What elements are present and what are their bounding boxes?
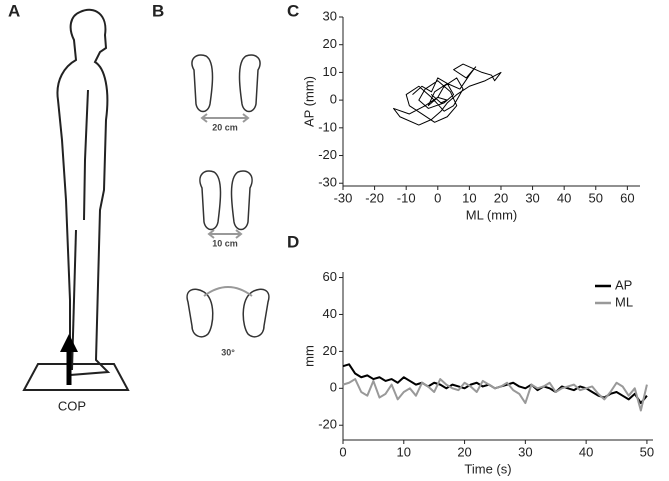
y-tick-label: 0 xyxy=(330,92,337,107)
x-tick-label: -20 xyxy=(365,190,384,205)
y-axis-label: AP (mm) xyxy=(301,76,316,127)
y-tick-label: 40 xyxy=(323,306,337,321)
legend-label: ML xyxy=(615,294,633,309)
panel-label: B xyxy=(152,1,164,20)
x-tick-label: 10 xyxy=(397,444,411,459)
x-tick-label: 30 xyxy=(525,190,539,205)
stance-label: 10 cm xyxy=(212,238,238,248)
y-tick-label: -20 xyxy=(318,147,337,162)
y-tick-label: 20 xyxy=(323,36,337,51)
x-tick-label: 0 xyxy=(434,190,441,205)
y-tick-label: 0 xyxy=(330,380,337,395)
data-line xyxy=(393,63,502,126)
y-tick-label: 20 xyxy=(323,343,337,358)
x-tick-label: 30 xyxy=(518,444,532,459)
x-axis-label: ML (mm) xyxy=(466,207,518,222)
stance-label: 20 cm xyxy=(212,122,238,132)
x-tick-label: 60 xyxy=(620,190,634,205)
distance-arrows xyxy=(200,113,253,297)
x-tick-label: 50 xyxy=(589,190,603,205)
cop-label: COP xyxy=(58,398,86,413)
x-tick-label: 10 xyxy=(462,190,476,205)
x-tick-label: 40 xyxy=(579,444,593,459)
y-axis-label: mm xyxy=(301,345,316,367)
stance-label: 30° xyxy=(221,347,235,357)
y-tick-label: -10 xyxy=(318,119,337,134)
feet xyxy=(186,54,270,338)
data-line xyxy=(342,378,648,412)
x-tick-label: 20 xyxy=(457,444,471,459)
y-tick-label: -20 xyxy=(318,417,337,432)
y-tick-label: 60 xyxy=(323,269,337,284)
x-tick-label: 50 xyxy=(640,444,654,459)
x-tick-label: -30 xyxy=(334,190,353,205)
x-tick-label: 40 xyxy=(557,190,571,205)
y-tick-label: 30 xyxy=(323,8,337,23)
x-tick-label: -10 xyxy=(397,190,416,205)
panel-label: A xyxy=(8,1,20,20)
panel-label: D xyxy=(287,232,299,251)
x-tick-label: 0 xyxy=(339,444,346,459)
x-tick-label: 20 xyxy=(494,190,508,205)
y-tick-label: 10 xyxy=(323,64,337,79)
panel-label: C xyxy=(287,1,299,20)
figure-illustration xyxy=(22,8,130,391)
legend-label: AP xyxy=(615,277,632,292)
x-axis-label: Time (s) xyxy=(464,461,511,476)
y-tick-label: -30 xyxy=(318,175,337,190)
cop-arrow-head xyxy=(60,334,78,352)
